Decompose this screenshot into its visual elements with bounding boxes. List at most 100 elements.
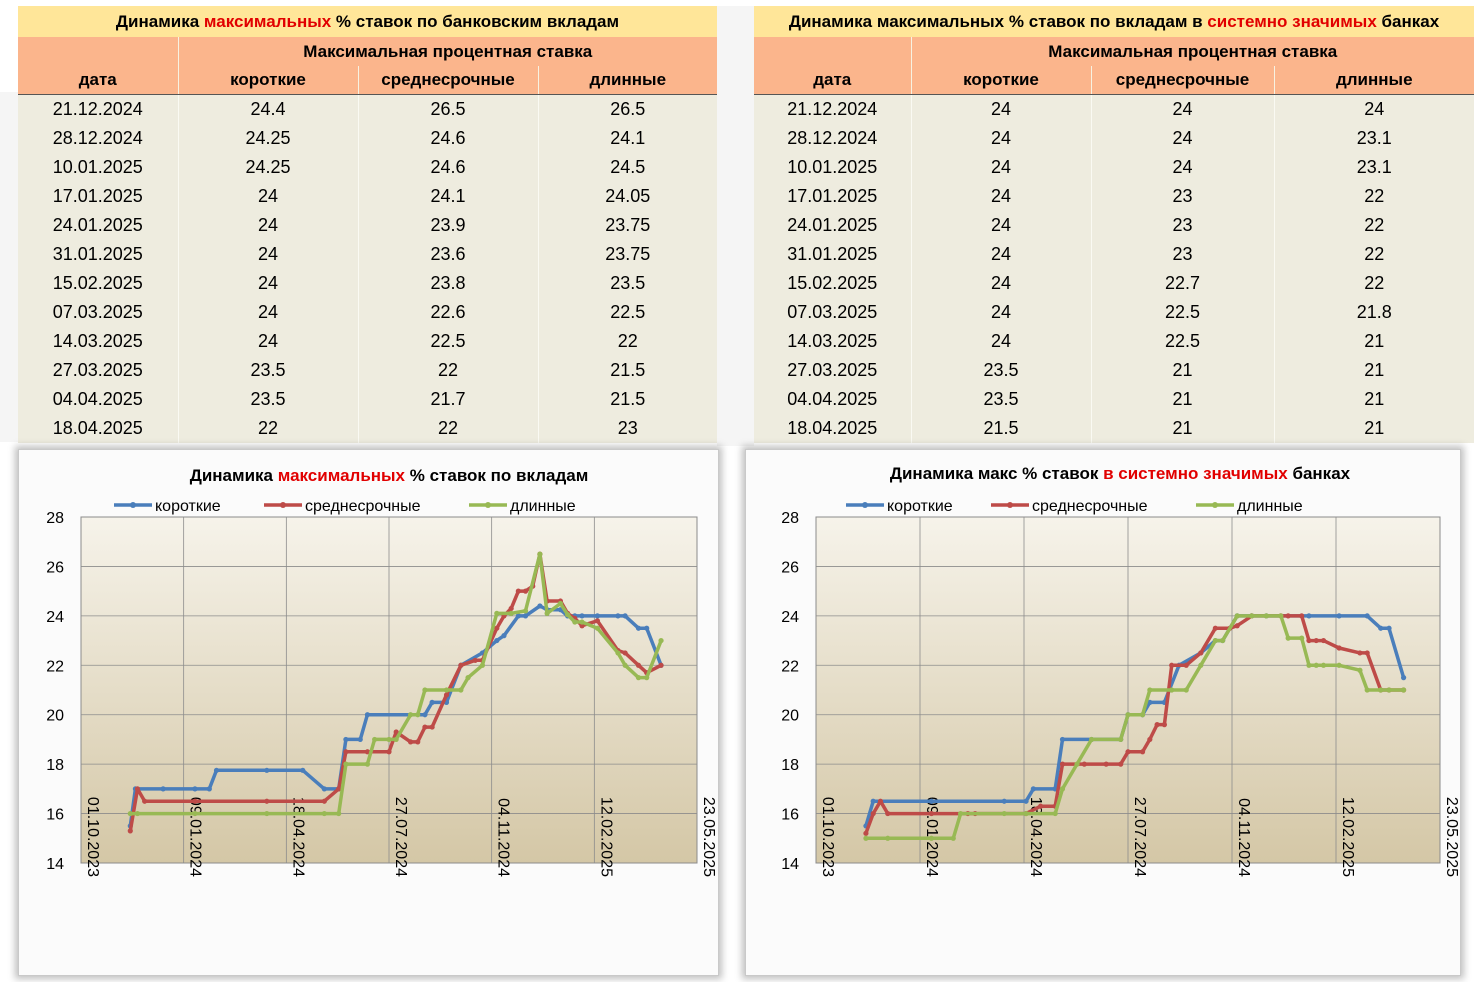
data-point-long: [1023, 810, 1029, 817]
data-point-short: [300, 767, 306, 773]
sheet-margin-left: [0, 92, 18, 442]
cell-date: 15.02.2025: [18, 269, 179, 298]
data-point-mid: [393, 729, 399, 735]
data-point-short: [213, 767, 220, 773]
col-header-long: длинные: [538, 66, 717, 95]
cell-short: 24: [911, 182, 1092, 211]
data-point-short: [644, 625, 650, 631]
cell-date: 17.01.2025: [18, 182, 179, 211]
data-point-long: [957, 810, 964, 817]
table-row: 07.03.2025 24 22.5 21.8: [754, 298, 1474, 327]
cell-mid: 24: [1091, 124, 1275, 153]
data-point-short: [206, 786, 212, 792]
data-point-long: [508, 610, 514, 616]
data-point-long: [443, 687, 450, 693]
header-empty: [754, 37, 912, 66]
cell-date: 27.03.2025: [18, 356, 179, 385]
cell-date: 07.03.2025: [754, 298, 912, 327]
data-point-mid: [386, 749, 392, 755]
chart-svg: 14 16 18 20 22 24 26 28 01.10.2023 09.01.2024 18.0…: [46, 466, 717, 877]
cell-mid: 23.8: [358, 269, 539, 298]
cell-short: 24: [178, 269, 359, 298]
cell-long: 23.75: [538, 211, 717, 240]
cell-short: 24: [911, 124, 1092, 153]
title-part: Динамика: [115, 11, 204, 31]
y-tick-label: 24: [46, 609, 64, 626]
data-point-long: [1059, 786, 1066, 792]
table-row: 18.04.2025 21.5 21 21: [754, 414, 1474, 443]
cell-date: 21.12.2024: [754, 94, 912, 124]
cell-long: 24.1: [538, 124, 717, 153]
data-point-long: [1183, 687, 1189, 693]
cell-mid: 26.5: [358, 94, 539, 124]
table-body: 21.12.2024 24 24 24 28.12.2024 24 24 23.1 10.01.…: [754, 94, 1474, 443]
data-point-short: [321, 786, 327, 792]
cell-short: 24: [911, 153, 1092, 182]
table-body: 21.12.2024 24.4 26.5 26.5 28.12.2024 24.25 24.…: [18, 94, 717, 443]
data-point-long: [192, 810, 198, 817]
series-line-short: [128, 604, 663, 827]
data-point-long: [407, 712, 414, 718]
y-tick-label: 28: [781, 510, 799, 527]
data-point-short: [1386, 625, 1392, 631]
data-point-short: [928, 798, 935, 804]
data-point-short: [1001, 798, 1007, 804]
data-point-short: [343, 736, 349, 743]
data-point-long: [615, 650, 621, 656]
cell-short: 24: [911, 298, 1092, 327]
data-point-short: [1147, 699, 1153, 705]
data-point-long: [1212, 637, 1218, 644]
data-point-mid: [1198, 650, 1204, 656]
cell-short: 23.5: [178, 385, 359, 414]
data-point-mid: [1125, 749, 1131, 755]
data-point-short: [494, 637, 500, 644]
cell-short: 24.4: [178, 94, 359, 124]
cell-short: 24: [911, 269, 1092, 298]
table-row: 17.01.2025 24 24.1 24.05: [18, 182, 717, 211]
cell-long: 21: [1274, 327, 1474, 356]
chart-title-part: максимальных: [278, 466, 406, 485]
data-point-mid: [1336, 645, 1342, 651]
header-main: Максимальная процентная ставка: [911, 37, 1474, 66]
data-point-short: [515, 613, 521, 619]
cell-short: 24: [178, 211, 359, 240]
cell-date: 18.04.2025: [754, 414, 912, 443]
cell-long: 21.8: [1274, 298, 1474, 327]
sheet-gap: [717, 6, 754, 446]
x-tick-label: 01.10.2023: [84, 797, 101, 877]
legend-label-mid: среднесрочные: [1032, 498, 1148, 515]
cell-mid: 24.6: [358, 153, 539, 182]
cell-short: 24: [178, 182, 359, 211]
data-point-short: [1030, 786, 1036, 792]
data-point-mid: [1320, 637, 1327, 644]
cell-short: 24: [911, 211, 1092, 240]
cell-short: 24: [178, 298, 359, 327]
data-point-mid: [422, 724, 428, 730]
table-row: 17.01.2025 24 23 22: [754, 182, 1474, 211]
data-point-mid: [622, 650, 628, 656]
data-point-long: [1378, 687, 1384, 693]
data-point-mid: [458, 662, 464, 668]
table-row: 18.04.2025 22 22 23: [18, 414, 717, 443]
table-title: Динамика максимальных % ставок по вклада…: [754, 6, 1474, 37]
legend-label-long: длинные: [1237, 498, 1303, 515]
title-accent: максимальных: [203, 11, 332, 31]
y-tick-label: 16: [781, 807, 799, 824]
data-point-mid: [1139, 749, 1146, 755]
col-header-date: дата: [18, 66, 179, 95]
x-tick-label: 23.05.2025: [1443, 797, 1460, 877]
data-point-mid: [522, 588, 529, 594]
data-point-short: [192, 786, 198, 792]
table-row: 04.04.2025 23.5 21 21: [754, 385, 1474, 414]
data-point-long: [635, 675, 642, 681]
cell-date: 24.01.2025: [754, 211, 912, 240]
data-point-long: [1074, 761, 1080, 767]
data-point-long: [565, 612, 571, 618]
title-part: банках: [1376, 11, 1440, 31]
data-point-short: [1306, 613, 1312, 619]
table-row: 21.12.2024 24.4 26.5 26.5: [18, 94, 717, 124]
data-point-mid: [134, 786, 141, 792]
y-tick-label: 14: [46, 856, 64, 873]
header-main: Максимальная процентная ставка: [178, 37, 717, 66]
data-point-long: [1306, 662, 1312, 668]
